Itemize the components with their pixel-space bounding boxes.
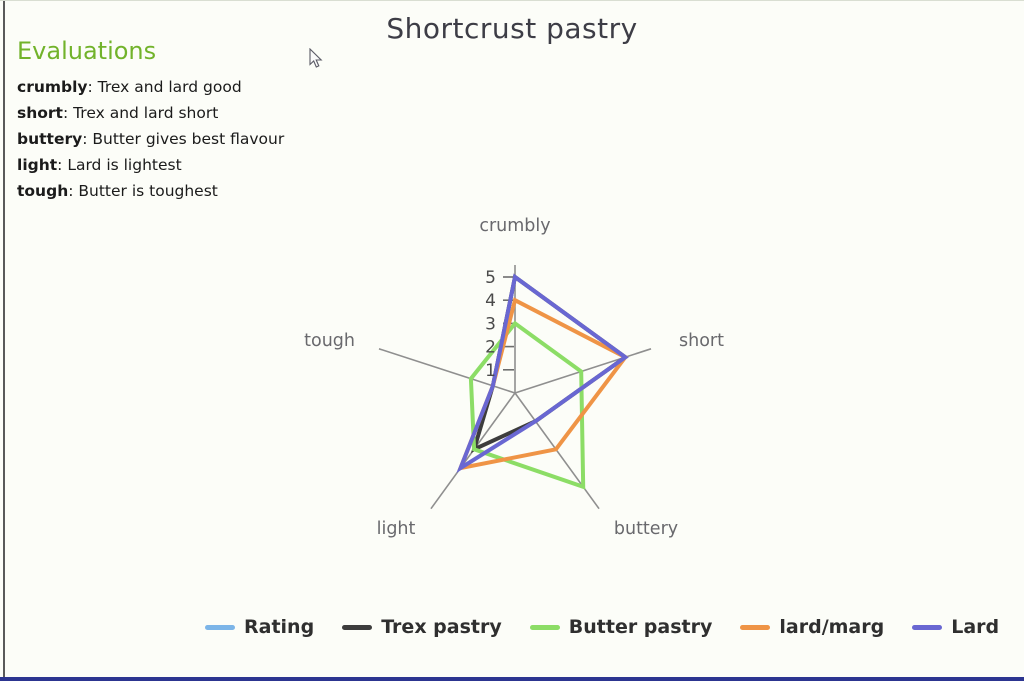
- tick-label-5: 5: [485, 268, 496, 288]
- evaluation-item: buttery: Butter gives best flavour: [17, 126, 357, 152]
- evaluation-term: crumbly: [17, 78, 88, 96]
- evaluation-text: : Lard is lightest: [57, 156, 182, 174]
- legend-swatch-icon: [205, 624, 235, 630]
- legend-label: Trex pastry: [381, 616, 502, 638]
- legend-item-butter-pastry: Butter pastry: [529, 616, 713, 638]
- chart-title: Shortcrust pastry: [386, 12, 638, 45]
- legend-swatch-icon: [740, 624, 771, 630]
- legend-item-trex-pastry: Trex pastry: [342, 616, 502, 638]
- axis-label-crumbly: crumbly: [479, 216, 550, 236]
- evaluation-term: light: [17, 156, 58, 174]
- legend-label: Butter pastry: [568, 616, 713, 638]
- legend-label: Rating: [244, 616, 315, 638]
- evaluations-panel: Evaluations crumbly: Trex and lard good s…: [17, 37, 357, 204]
- evaluation-term: buttery: [17, 130, 83, 148]
- evaluation-item: crumbly: Trex and lard good: [17, 74, 357, 100]
- window-bottom-bar: [0, 677, 1024, 681]
- legend-item-lard: Lard: [912, 616, 999, 638]
- axis-label-light: light: [377, 519, 416, 539]
- evaluation-item: tough: Butter is toughest: [17, 178, 357, 204]
- tick-label-4: 4: [485, 291, 496, 311]
- tick-label-1: 1: [485, 361, 496, 381]
- legend-swatch-icon: [342, 624, 373, 630]
- cursor-arrow: [309, 48, 323, 68]
- legend-swatch-icon: [912, 624, 943, 630]
- evaluation-text: : Butter is toughest: [68, 182, 218, 200]
- mouse-cursor: [309, 48, 323, 68]
- evaluation-text: : Trex and lard short: [62, 104, 219, 122]
- tick-label-3: 3: [485, 314, 496, 334]
- evaluation-item: light: Lard is lightest: [17, 152, 357, 178]
- evaluation-text: : Trex and lard good: [87, 78, 242, 96]
- legend-item-rating: Rating: [205, 616, 314, 638]
- chart-legend: Rating Trex pastry Butter pastry lard/marg L…: [205, 616, 999, 638]
- radar-chart: 1 2 3 4 5 crumbly short buttery light tough: [304, 216, 724, 539]
- evaluation-term: short: [17, 104, 63, 122]
- axis-label-tough: tough: [304, 331, 355, 351]
- series-polygon-lard: [456, 273, 629, 474]
- evaluations-list: crumbly: Trex and lard good short: Trex a…: [17, 74, 357, 204]
- evaluation-term: tough: [17, 182, 69, 200]
- series-polygon-butter-pastry: [468, 320, 586, 490]
- legend-label: Lard: [951, 616, 1000, 638]
- evaluations-heading: Evaluations: [17, 37, 157, 65]
- legend-label: lard/marg: [779, 616, 885, 638]
- axis-label-buttery: buttery: [614, 519, 678, 539]
- window-left-border: [3, 1, 5, 681]
- axis-label-short: short: [679, 331, 724, 351]
- tick-label-2: 2: [485, 338, 496, 358]
- evaluation-item: short: Trex and lard short: [17, 100, 357, 126]
- legend-swatch-icon: [529, 624, 560, 630]
- evaluation-text: : Butter gives best flavour: [82, 130, 285, 148]
- legend-item-lard-marg: lard/marg: [740, 616, 884, 638]
